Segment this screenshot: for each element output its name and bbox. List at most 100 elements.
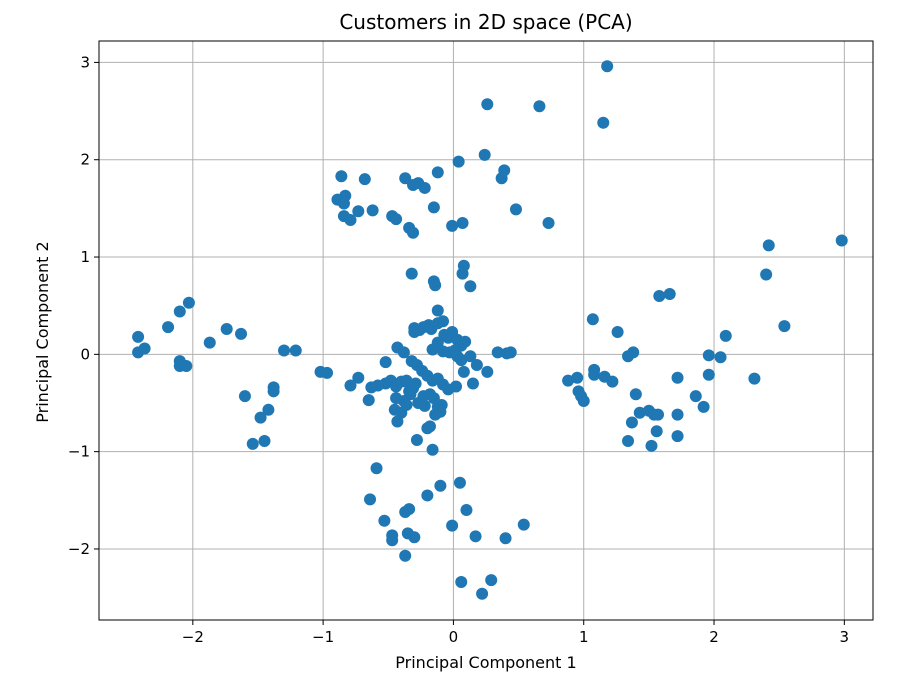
data-point bbox=[235, 327, 248, 340]
data-points bbox=[132, 60, 848, 600]
data-point bbox=[408, 531, 421, 544]
data-point bbox=[335, 170, 348, 183]
data-point bbox=[423, 420, 436, 433]
data-point bbox=[344, 379, 357, 392]
data-point bbox=[397, 346, 410, 359]
data-point bbox=[446, 219, 459, 232]
data-point bbox=[588, 368, 601, 381]
data-point bbox=[258, 434, 271, 447]
data-point bbox=[267, 385, 280, 398]
data-point bbox=[470, 359, 483, 372]
data-point bbox=[386, 534, 399, 547]
x-tick-label: 2 bbox=[709, 628, 719, 646]
data-point bbox=[366, 204, 379, 217]
data-point bbox=[404, 388, 417, 401]
data-point bbox=[485, 574, 498, 587]
data-point bbox=[262, 403, 275, 416]
data-point bbox=[453, 476, 466, 489]
data-point bbox=[390, 213, 403, 226]
data-point bbox=[601, 60, 614, 73]
data-point bbox=[220, 323, 233, 336]
data-point bbox=[629, 388, 642, 401]
data-point bbox=[370, 462, 383, 475]
data-point bbox=[431, 166, 444, 179]
data-point bbox=[138, 342, 151, 355]
data-point bbox=[442, 383, 455, 396]
data-point bbox=[399, 172, 412, 185]
data-point bbox=[533, 100, 546, 113]
data-point bbox=[358, 173, 371, 186]
data-point bbox=[409, 377, 422, 390]
data-point bbox=[504, 346, 517, 359]
x-tick-label: −2 bbox=[182, 628, 204, 646]
data-point bbox=[577, 395, 590, 408]
data-point bbox=[778, 320, 791, 333]
data-point bbox=[456, 216, 469, 229]
data-point bbox=[254, 411, 267, 424]
x-axis-label: Principal Component 1 bbox=[395, 653, 576, 672]
y-axis-label: Principal Component 2 bbox=[33, 241, 52, 422]
data-point bbox=[434, 479, 447, 492]
data-point bbox=[162, 321, 175, 334]
x-tick-label: −1 bbox=[312, 628, 334, 646]
data-point bbox=[203, 336, 216, 349]
data-point bbox=[469, 530, 482, 543]
data-point bbox=[633, 406, 646, 419]
x-tick-label: 1 bbox=[579, 628, 589, 646]
data-point bbox=[671, 408, 684, 421]
data-point bbox=[457, 365, 470, 378]
data-point bbox=[400, 374, 413, 387]
data-point bbox=[689, 390, 702, 403]
data-point bbox=[457, 259, 470, 272]
data-point bbox=[760, 268, 773, 281]
data-point bbox=[431, 304, 444, 317]
data-point bbox=[652, 408, 664, 421]
data-point bbox=[542, 216, 555, 229]
data-point bbox=[437, 315, 449, 328]
data-point bbox=[499, 532, 512, 545]
data-point bbox=[464, 280, 477, 293]
data-point bbox=[460, 504, 473, 517]
data-point bbox=[622, 434, 635, 447]
data-point bbox=[481, 365, 494, 378]
data-point bbox=[339, 189, 352, 202]
plot-frame bbox=[98, 40, 874, 621]
data-point bbox=[362, 394, 375, 407]
data-point bbox=[719, 329, 732, 342]
y-tick-label: 2 bbox=[80, 151, 90, 169]
data-point bbox=[459, 335, 472, 348]
data-point bbox=[173, 305, 186, 318]
data-point bbox=[391, 415, 404, 428]
data-point bbox=[132, 330, 145, 343]
data-point bbox=[400, 398, 413, 411]
data-point bbox=[455, 354, 468, 367]
data-point bbox=[403, 503, 416, 516]
data-point bbox=[321, 366, 334, 379]
y-tick-label: −2 bbox=[68, 540, 90, 558]
data-point bbox=[410, 433, 423, 446]
data-point bbox=[671, 430, 684, 443]
data-point bbox=[748, 372, 761, 385]
data-point bbox=[702, 368, 715, 381]
data-point bbox=[625, 416, 638, 429]
data-point bbox=[278, 344, 291, 357]
data-point bbox=[431, 336, 444, 349]
data-point bbox=[446, 519, 459, 532]
data-point bbox=[509, 203, 522, 216]
y-tick-label: −1 bbox=[68, 443, 90, 461]
y-tick-label: 1 bbox=[80, 248, 90, 266]
y-tick-label: 0 bbox=[80, 345, 90, 363]
data-point bbox=[645, 439, 658, 452]
y-tick-label: 3 bbox=[80, 53, 90, 71]
data-point bbox=[289, 344, 302, 357]
data-point bbox=[421, 489, 434, 502]
data-point bbox=[627, 346, 640, 359]
data-point bbox=[464, 350, 477, 363]
axis-ticks: −2 −1 0 1 2 3 −2 −1 0 1 2 3 bbox=[68, 53, 849, 646]
data-point bbox=[481, 98, 494, 111]
data-point bbox=[405, 267, 418, 280]
data-point bbox=[452, 155, 465, 168]
data-point bbox=[418, 181, 431, 194]
data-point bbox=[365, 381, 378, 394]
